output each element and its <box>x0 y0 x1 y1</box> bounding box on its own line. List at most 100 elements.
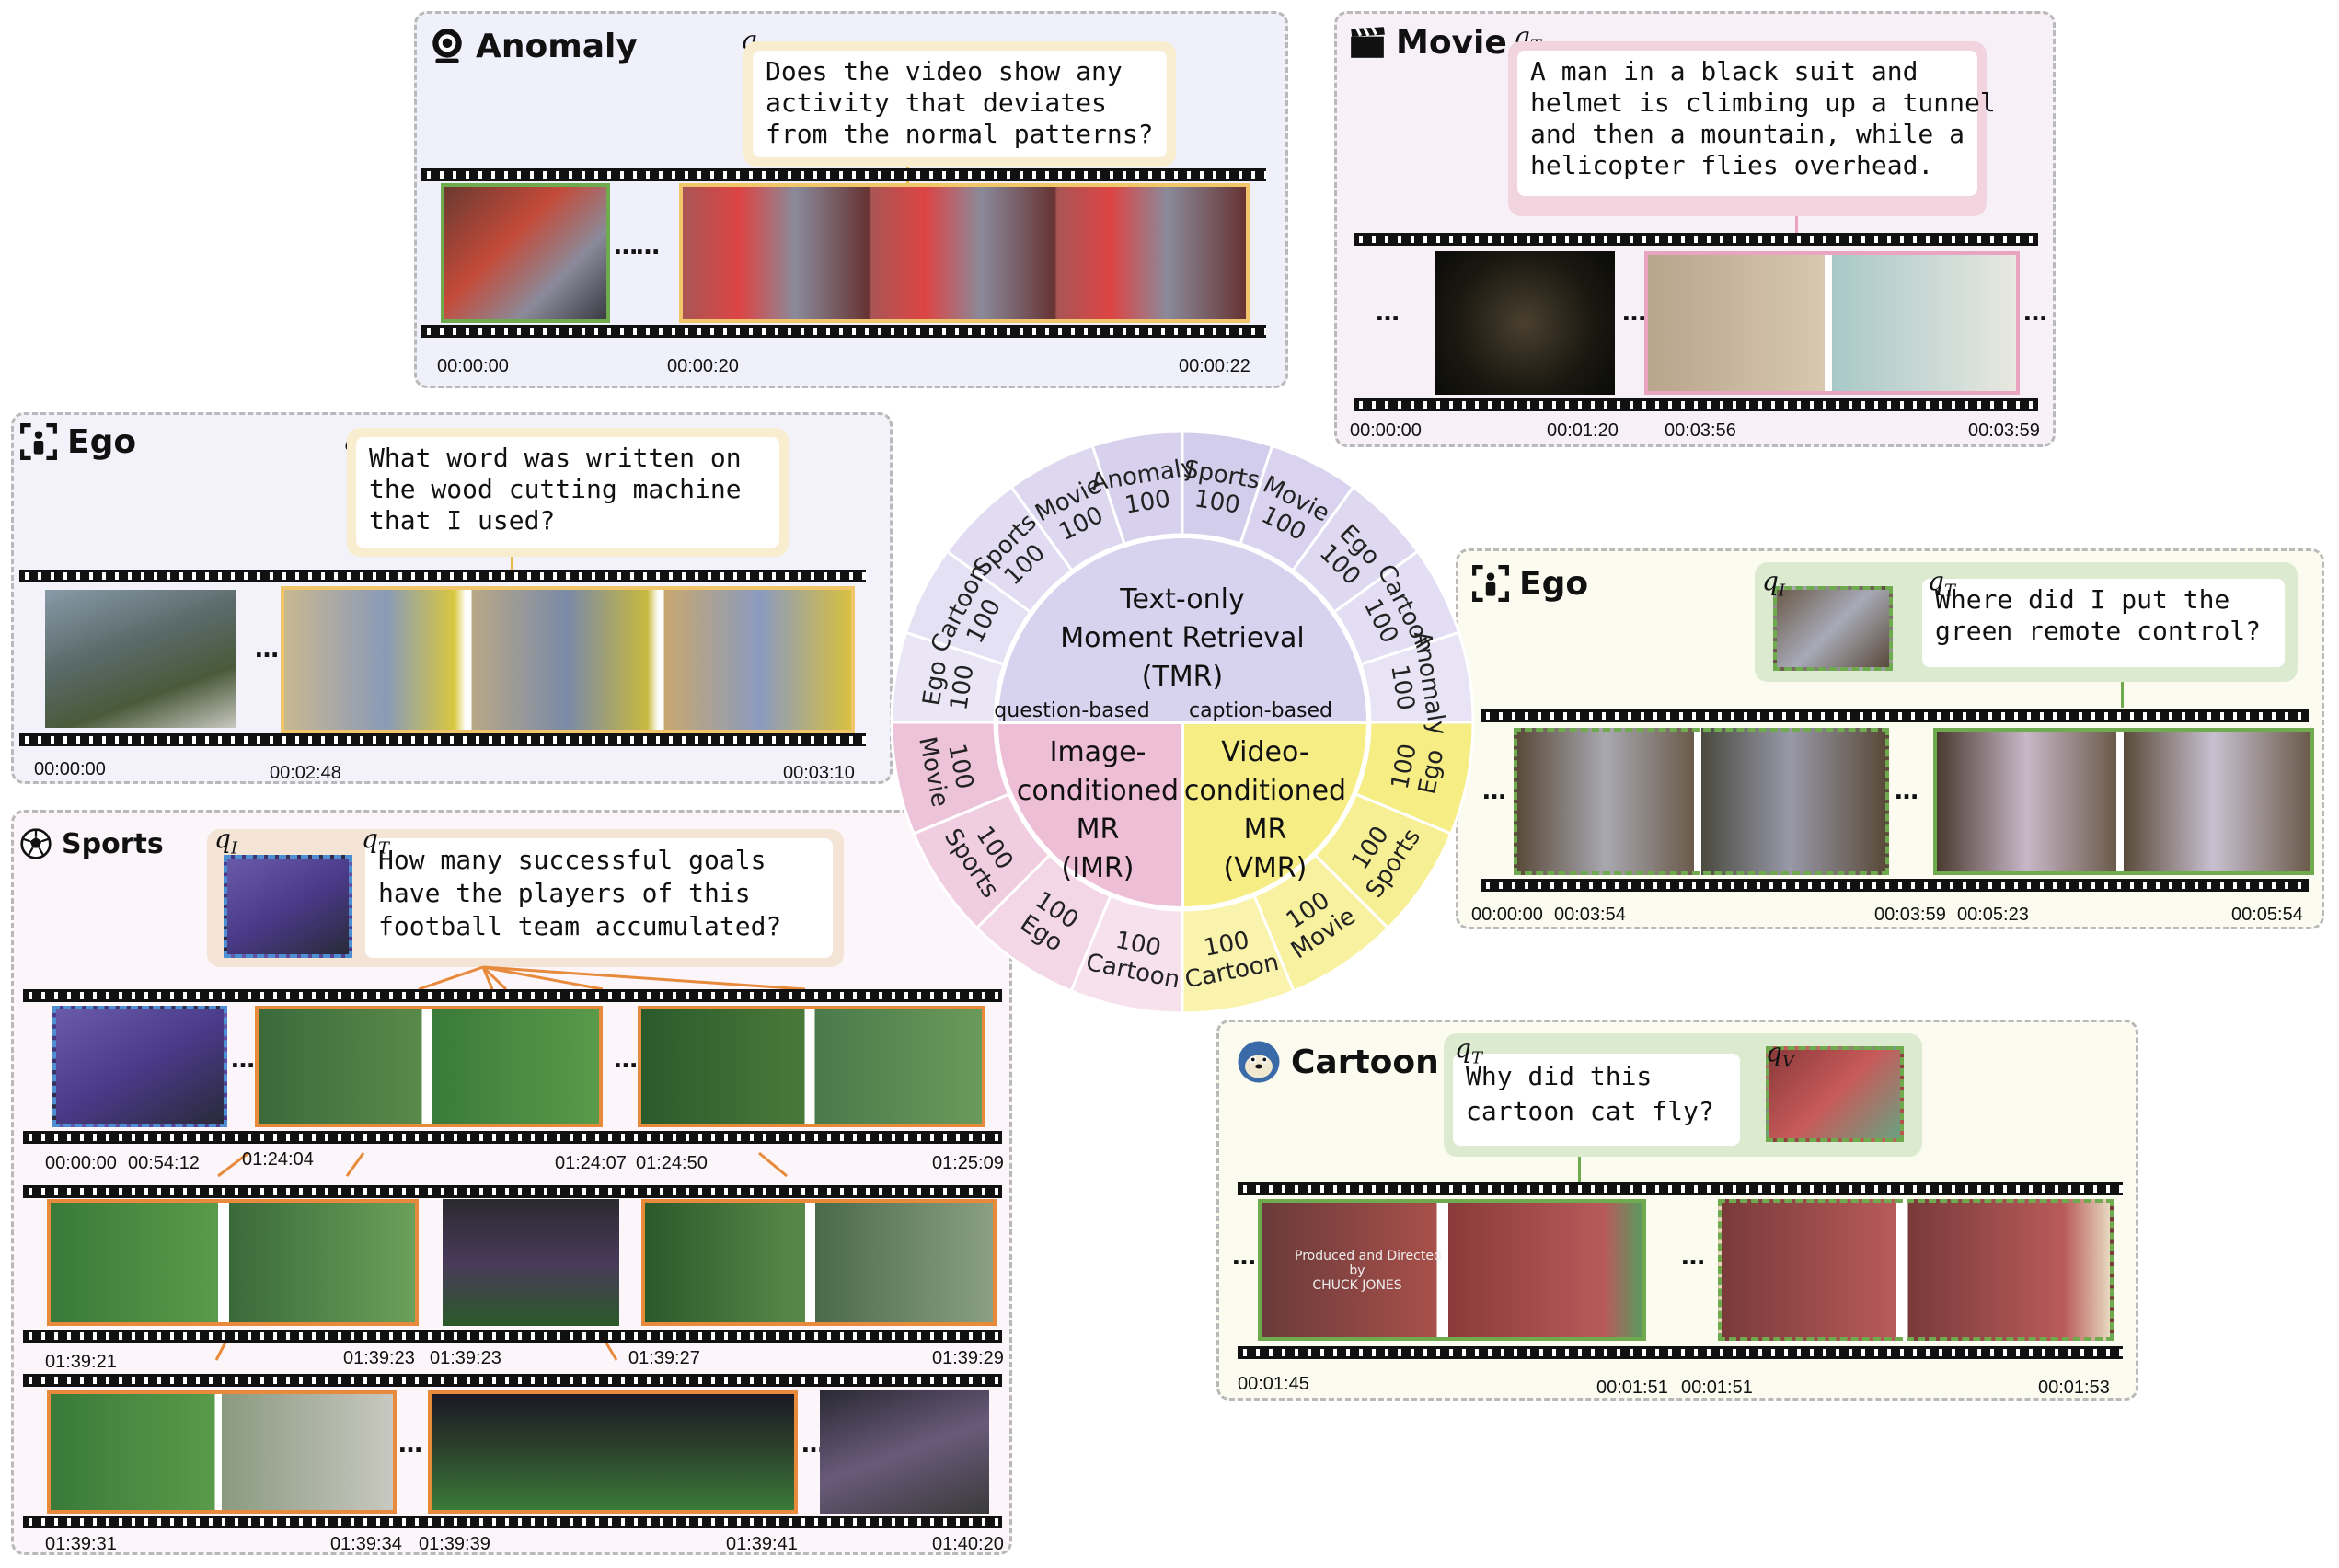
sports-question-box: How many successful goals have the playe… <box>207 829 844 967</box>
webcam-icon <box>432 29 462 63</box>
imr-line-2: conditioned <box>1017 775 1179 807</box>
sports-row1-frame-2 <box>255 1006 603 1127</box>
movie-ts-1: 00:01:20 <box>1547 421 1619 441</box>
movie-title: Movie <box>1348 23 1507 62</box>
sports-r3-ts-0: 01:39:31 <box>45 1534 117 1554</box>
movie-frame-2 <box>1644 251 2020 395</box>
ego-icon <box>20 423 57 460</box>
sports-r2-ts-2: 01:39:23 <box>430 1348 501 1368</box>
vmr-core <box>1182 722 1366 906</box>
imr-line-1: Image- <box>1050 736 1146 768</box>
movie-ellipsis-2: … <box>1622 299 1647 327</box>
movie-filmstrip-top <box>1354 233 2038 246</box>
sports-r1-ts-3: 01:24:07 <box>555 1153 627 1173</box>
category-wheel: Ego100Cartoon100Sports100Movie100Anomaly… <box>890 430 1475 1015</box>
movie-ellipsis-1: … <box>1376 299 1400 327</box>
sports-r3-ts-3: 01:39:41 <box>726 1534 798 1554</box>
anomaly-filmstrip-bottom <box>421 325 1266 338</box>
anomaly-question-box: Does the video show any activity that de… <box>743 41 1176 167</box>
ego1-ts-0: 00:00:00 <box>34 759 106 779</box>
ego2-ellipsis-1: … <box>1482 778 1507 805</box>
ego2-title-text: Ego <box>1519 564 1589 603</box>
anomaly-question-text: Does the video show any activity that de… <box>753 51 1167 157</box>
ego1-title-text: Ego <box>67 422 137 461</box>
anomaly-filmstrip-top <box>421 168 1266 181</box>
ego1-frame-1 <box>45 590 236 728</box>
sports-row2-strip-bottom <box>23 1330 1002 1343</box>
cartoon-ts-1: 00:01:51 <box>1596 1378 1668 1398</box>
clapperboard-icon <box>1351 26 1385 58</box>
movie-ts-3: 00:03:59 <box>1968 421 2040 441</box>
tmr-line-1: Text-only <box>1119 583 1245 616</box>
ego2-frame-2 <box>1933 728 2314 875</box>
sports-row1-frame-3 <box>638 1006 985 1127</box>
anomaly-ts-2: 00:00:22 <box>1179 356 1250 376</box>
cartoon-filmstrip-top <box>1238 1182 2123 1195</box>
ego2-question-text: Where did I put the green remote control… <box>1922 579 2285 667</box>
ego1-question-box: What word was written on the wood cuttin… <box>347 428 789 557</box>
movie-ts-2: 00:03:56 <box>1665 421 1736 441</box>
ego2-ts-2: 00:03:59 <box>1874 905 1946 925</box>
sports-row2-strip-top <box>23 1185 1002 1198</box>
cartoon-cat-icon <box>1238 1041 1280 1083</box>
movie-question-text: A man in a black suit and helmet is clim… <box>1517 51 1996 196</box>
anomaly-ts-0: 00:00:00 <box>437 356 509 376</box>
sports-r2-ts-1: 01:39:23 <box>343 1348 415 1368</box>
movie-ts-0: 00:00:00 <box>1350 421 1422 441</box>
anomaly-ellipsis-2: … <box>636 233 661 260</box>
ego2-filmstrip-top <box>1481 709 2309 722</box>
anomaly-ellipsis-1: … <box>614 233 639 260</box>
cartoon-frame-2 <box>1718 1199 2114 1341</box>
sports-r1-ts-5: 01:25:09 <box>932 1153 1004 1173</box>
ego1-filmstrip-bottom <box>19 733 866 746</box>
cartoon-qv-label: qV <box>1766 1037 1794 1072</box>
tmr-line-3: (TMR) <box>1142 661 1223 693</box>
movie-frame-1 <box>1435 251 1615 395</box>
sports-r1-ts-4: 01:24:50 <box>636 1153 708 1173</box>
anomaly-title-text: Anomaly <box>476 27 638 65</box>
ego2-query-image <box>1773 586 1893 671</box>
sports-row3-frame-1 <box>47 1390 397 1514</box>
ego2-ts-3: 00:05:23 <box>1957 905 2029 925</box>
cartoon-q-label: qT <box>1455 1033 1482 1068</box>
cartoon-ts-3: 00:01:53 <box>2038 1378 2110 1398</box>
sports-panel: Sports How many successful goals have th… <box>11 810 1012 1555</box>
cartoon-filmstrip-bottom <box>1238 1346 2123 1359</box>
sports-row1-strip-top <box>23 989 1002 1002</box>
sports-row3-strip-bottom <box>23 1516 1002 1528</box>
ego2-ts-1: 00:03:54 <box>1554 905 1626 925</box>
sports-r1-ts-2: 01:24:04 <box>242 1149 314 1170</box>
ego1-question-text: What word was written on the wood cuttin… <box>356 437 779 548</box>
sports-query-image <box>224 855 352 958</box>
ego2-filmstrip-bottom <box>1481 879 2309 892</box>
tmr-caption-based: caption-based <box>1189 699 1332 722</box>
ego2-ellipsis-2: … <box>1895 778 1919 805</box>
sports-qi-label: qI <box>214 824 238 859</box>
cartoon-credit-text: Produced and Directed by CHUCK JONES <box>1295 1249 1442 1293</box>
sports-row2-frame-2 <box>443 1199 619 1326</box>
cartoon-ts-0: 00:01:45 <box>1238 1374 1309 1394</box>
sports-row1-frame-1 <box>52 1006 227 1127</box>
sports-row3-strip-top <box>23 1374 1002 1387</box>
cartoon-ellipsis-2: … <box>1681 1243 1706 1271</box>
sports-row3-ellipsis-1: … <box>398 1431 423 1458</box>
sports-row3-frame-3 <box>820 1390 989 1514</box>
sports-r2-ts-0: 01:39:21 <box>45 1352 117 1372</box>
imr-core <box>998 722 1182 906</box>
sports-q-label: qT <box>362 824 389 859</box>
imr-line-4: (IMR) <box>1062 852 1135 884</box>
ego2-frame-1 <box>1514 728 1889 875</box>
sports-row1-ellipsis-2: … <box>614 1046 639 1074</box>
cartoon-title-text: Cartoon <box>1291 1043 1439 1081</box>
ego2-arrow <box>2121 682 2124 708</box>
sports-title: Sports <box>19 827 164 860</box>
movie-ellipsis-3: … <box>2023 299 2048 327</box>
ego2-q-label: qT <box>1928 566 1955 601</box>
ego1-arrow <box>511 557 513 571</box>
movie-title-text: Movie <box>1396 23 1507 62</box>
imr-line-3: MR <box>1077 813 1120 846</box>
ego2-ts-4: 00:05:54 <box>2231 905 2303 925</box>
tmr-right-core <box>1182 538 1366 722</box>
ego1-filmstrip-top <box>19 570 866 582</box>
